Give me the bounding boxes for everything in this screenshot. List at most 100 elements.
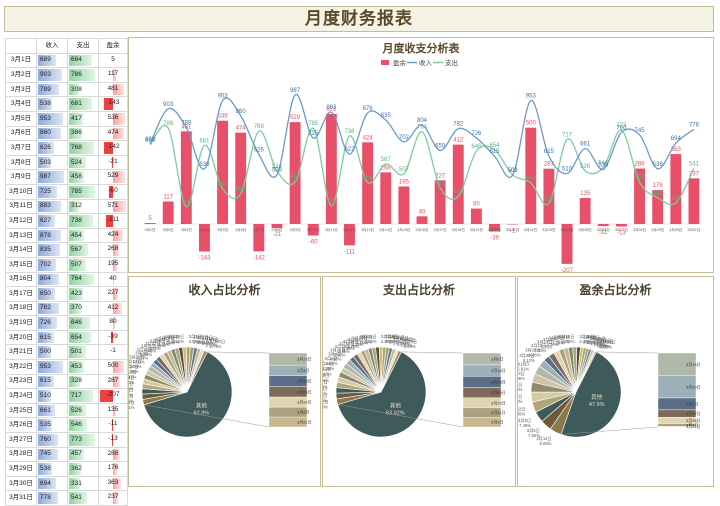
cell-date: 3月16日 (5, 271, 37, 288)
cell-income: 778 (36, 490, 68, 506)
cell-value: -60 (108, 186, 118, 194)
pie-slice-label: 3月20日 (210, 339, 225, 345)
connector-line (143, 404, 270, 428)
pie-slice-percent: 4.58% (323, 384, 328, 389)
pie-slice-percent: 5.12% (523, 358, 535, 363)
data-bar (38, 185, 57, 198)
cell-net: -142 (98, 140, 128, 156)
expense-data-label: 541 (689, 161, 700, 167)
pie-slice (186, 350, 208, 393)
cell-net: 5 (98, 52, 128, 69)
cell-net: 117 (98, 67, 128, 83)
pie-slice-percent: 4.26% (129, 399, 134, 404)
pie-slice-percent: 4.04% (129, 386, 134, 391)
income-data-label: 782 (453, 122, 464, 128)
page-title: 月度财务报表 (305, 9, 413, 29)
cell-value: 423 (71, 289, 82, 297)
net-data-label: 288 (635, 162, 646, 168)
cell-net: 288 (98, 446, 128, 463)
cell-value: 80 (109, 318, 117, 326)
expense-data-label: 312 (326, 199, 337, 205)
x-tick-label: 3月19日 (470, 227, 483, 232)
net-data-label: -60 (309, 240, 318, 246)
cell-net: 268 (98, 242, 128, 258)
stacked-bar-label: 3月29日 (297, 379, 312, 384)
data-bar (38, 215, 55, 227)
net-data-label: -207 (561, 268, 574, 272)
table-header-row: 收入 支出 盈余 (5, 38, 128, 54)
cell-date: 3月31日 (5, 490, 37, 506)
pie-slice-percent: 3.33% (153, 344, 165, 349)
pie-slice-percent: 3.02% (365, 339, 377, 344)
net-bar (113, 244, 119, 256)
pie-slice-percent: 7.56% (528, 433, 540, 438)
x-tick-label: 3月20日 (488, 227, 501, 232)
pie-slice-label: 3月14日 (339, 341, 354, 347)
net-data-label: 40 (419, 209, 426, 215)
expense-data-label: 308 (181, 200, 192, 206)
cell-date: 3月17日 (5, 286, 37, 302)
cell-expense: 454 (67, 227, 99, 244)
x-tick-label: 3月7日 (253, 227, 264, 232)
pie-slice-label: 3月24日 (323, 361, 334, 367)
net-bar (113, 69, 116, 81)
net-data-label: 80 (473, 202, 480, 208)
income-data-label: 694 (671, 136, 682, 142)
x-tick-label: 3月18日 (452, 227, 465, 232)
cell-net: -143 (98, 96, 128, 112)
cell-date: 3月25日 (5, 402, 37, 419)
data-bar (69, 142, 94, 154)
net-data-label: -21 (273, 232, 282, 238)
data-bar (69, 258, 86, 271)
income-data-label: 510 (562, 166, 573, 172)
net-data-label: 474 (236, 126, 247, 132)
cell-value: 760 (40, 435, 51, 443)
net-bar (634, 168, 645, 224)
cell-expense: 681 (67, 96, 99, 112)
pie-slice-percent: 2.70% (397, 341, 409, 346)
pie-slice-percent: 2.92% (558, 339, 570, 344)
data-bar (38, 448, 58, 461)
income-data-label: 725 (308, 131, 319, 137)
pie-slice-label: 3月3日 (135, 350, 148, 356)
pie-slice-percent: 0.85% (600, 345, 612, 350)
cell-value: 176 (107, 464, 119, 472)
cell-expense: 453 (67, 359, 99, 375)
cell-date: 3月1日 (5, 52, 37, 69)
cell-value: 546 (71, 421, 82, 429)
report-title-bar: 月度财务报表 (4, 6, 714, 32)
header-income: 收入 (36, 38, 68, 54)
cell-value: 745 (40, 450, 51, 458)
income-data-label: 860 (236, 109, 247, 115)
cell-income: 650 (36, 286, 68, 302)
expense-data-label: 738 (344, 129, 355, 135)
expense-data-label: 328 (544, 196, 555, 202)
cell-value: 768 (71, 143, 82, 151)
data-bar (69, 317, 90, 329)
stacked-bar-label: 3月6日 (491, 356, 503, 361)
income-expense-chart-panel: 月度收支分析表 盈余 收入 支出 5 3月1日 117 3月2日 481 3月3日 -143 3月4日… (128, 37, 714, 274)
net-bar (344, 224, 355, 246)
pie-slice-percent: 4.61% (323, 391, 327, 396)
data-bar (69, 346, 86, 359)
cell-value: 903 (40, 70, 51, 78)
cell-expense: 501 (67, 344, 99, 361)
pie-slice-label: 3月31日 (543, 337, 558, 343)
data-bar (38, 302, 59, 315)
x-tick-label: 3月14日 (379, 227, 392, 232)
expense-data-label: 423 (435, 181, 446, 187)
stacked-bar-label: 3月8日 (297, 410, 309, 415)
pie-slice-label: 3月10日 (600, 340, 615, 346)
net-bar (113, 375, 120, 388)
cell-income: 510 (36, 388, 68, 404)
pie-slice-label: 3月24日 (554, 334, 569, 340)
pie-slice-label: 3月19日 (598, 339, 613, 345)
cell-value: -111 (106, 216, 120, 224)
cell-net: 571 (98, 198, 128, 215)
income-data-label: 726 (471, 131, 482, 137)
pie-slice-percent: 2.48% (579, 339, 591, 344)
connector-line (401, 351, 464, 354)
chart-title: 月度收支分析表 (382, 41, 461, 55)
net-bar (112, 434, 113, 446)
table-row: 3月4日 538 681 -143 (5, 96, 128, 112)
